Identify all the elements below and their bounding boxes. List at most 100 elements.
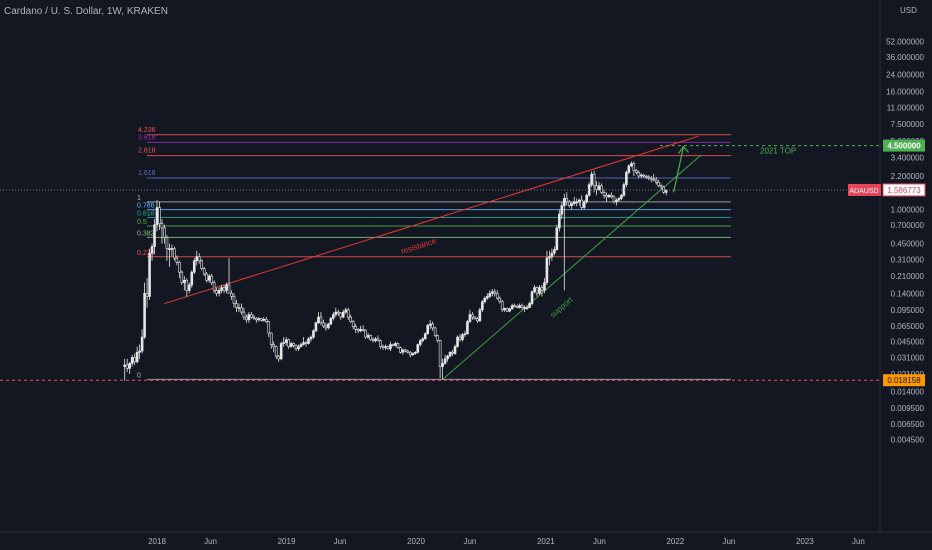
candle bbox=[644, 175, 648, 178]
candle bbox=[314, 322, 318, 332]
candle bbox=[423, 333, 427, 340]
candle bbox=[540, 287, 544, 291]
time-tick-label: 2020 bbox=[407, 537, 425, 546]
price-axis[interactable]: 52.000000 36.000000 24.000000 16.000000 11.0… bbox=[879, 0, 925, 532]
candle bbox=[307, 338, 310, 344]
candle bbox=[260, 318, 263, 321]
candle bbox=[160, 223, 164, 229]
candle bbox=[220, 287, 223, 291]
candle bbox=[376, 338, 380, 341]
candle bbox=[500, 301, 504, 311]
candle bbox=[443, 358, 447, 364]
candle bbox=[620, 194, 623, 199]
candle bbox=[140, 336, 144, 352]
time-axis[interactable]: 2018 Jun 2019 Jun 2020 Jun 2021 Jun 2022 Jun 2023 J… bbox=[0, 531, 932, 546]
candle bbox=[356, 329, 360, 332]
candle bbox=[230, 292, 233, 297]
candle bbox=[597, 185, 601, 190]
fib-label: 0.618 bbox=[137, 211, 155, 218]
price-tick-label: 0.310000 bbox=[891, 255, 925, 264]
candle bbox=[361, 329, 365, 331]
time-tick-label: Jun bbox=[593, 537, 606, 546]
candle bbox=[317, 316, 320, 324]
candle bbox=[639, 174, 643, 177]
candle bbox=[481, 301, 484, 311]
time-tick-label: Jun bbox=[204, 537, 217, 546]
candle bbox=[607, 194, 611, 198]
candle bbox=[523, 307, 526, 309]
candle bbox=[202, 268, 206, 275]
candle bbox=[354, 326, 357, 330]
candle bbox=[324, 325, 328, 329]
chart-title: Cardano / U. S. Dollar, 1W, KRAKEN bbox=[4, 6, 168, 17]
fib-label: 0.786 bbox=[137, 203, 155, 210]
price-tick-label: 7.500000 bbox=[891, 120, 925, 129]
candle bbox=[612, 196, 616, 203]
resistance-label: resistance bbox=[400, 236, 438, 256]
price-tick-label: 0.095000 bbox=[891, 306, 925, 315]
fib-label: 1 bbox=[137, 195, 141, 202]
candle bbox=[292, 343, 295, 346]
candle bbox=[642, 174, 646, 177]
price-tags: 2021 TOP 4.500000 ADAUSD 1.586773 0.018158 bbox=[0, 139, 926, 387]
candle bbox=[235, 303, 238, 308]
candle bbox=[371, 339, 375, 342]
candle bbox=[170, 248, 174, 250]
candle bbox=[565, 198, 569, 203]
candle bbox=[222, 287, 226, 291]
candle bbox=[163, 227, 166, 238]
candle bbox=[212, 282, 216, 291]
candle bbox=[180, 271, 184, 283]
candle bbox=[632, 163, 636, 171]
candle bbox=[478, 309, 482, 322]
candle bbox=[304, 342, 308, 344]
candle bbox=[530, 291, 534, 304]
candle bbox=[364, 329, 367, 338]
time-tick-label: 2019 bbox=[278, 537, 296, 546]
candle bbox=[217, 290, 221, 294]
candle bbox=[227, 284, 231, 294]
candle bbox=[150, 246, 154, 254]
candle bbox=[585, 194, 588, 203]
candle bbox=[309, 336, 313, 340]
candle bbox=[515, 306, 519, 308]
candle bbox=[349, 316, 353, 322]
candle bbox=[329, 317, 333, 325]
fib-label: 0 bbox=[137, 372, 141, 379]
candle bbox=[572, 201, 576, 204]
candle bbox=[262, 318, 266, 321]
candle bbox=[272, 344, 276, 347]
symbol-tag-label: ADAUSD bbox=[849, 188, 878, 195]
candle bbox=[232, 296, 236, 304]
target-annotation: 2021 TOP bbox=[760, 147, 796, 156]
price-tick-label: 24.000000 bbox=[886, 70, 924, 79]
candle bbox=[247, 314, 251, 321]
candle bbox=[545, 257, 549, 283]
support-line bbox=[442, 154, 702, 380]
candle bbox=[463, 333, 467, 336]
candle bbox=[123, 364, 127, 367]
candle bbox=[178, 261, 181, 273]
candle bbox=[490, 291, 494, 294]
candle bbox=[518, 305, 521, 308]
price-tick-label: 2.200000 bbox=[891, 172, 925, 181]
candle bbox=[595, 185, 598, 190]
candle bbox=[575, 201, 579, 204]
candle bbox=[615, 199, 618, 203]
candle bbox=[416, 344, 420, 353]
time-tick-label: 2021 bbox=[537, 537, 555, 546]
fib-ext-label: 2.618 bbox=[138, 148, 156, 155]
candle bbox=[344, 309, 348, 313]
candle bbox=[282, 342, 285, 344]
candle bbox=[630, 163, 633, 167]
candle bbox=[555, 227, 559, 250]
candle bbox=[451, 351, 454, 354]
candle bbox=[130, 357, 134, 364]
candle bbox=[207, 275, 211, 281]
candle bbox=[394, 343, 397, 346]
price-tick-label: 0.031000 bbox=[891, 353, 925, 362]
candle bbox=[138, 350, 141, 353]
price-tick-label: 1.000000 bbox=[891, 206, 925, 215]
candle bbox=[299, 344, 303, 347]
